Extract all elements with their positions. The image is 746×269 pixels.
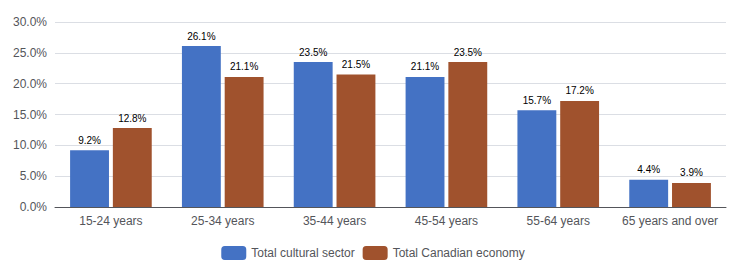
svg-text:17.2%: 17.2%	[565, 85, 593, 96]
svg-text:4.4%: 4.4%	[637, 164, 660, 175]
svg-text:10.0%: 10.0%	[13, 138, 47, 152]
svg-text:15.7%: 15.7%	[523, 95, 551, 106]
svg-text:3.9%: 3.9%	[680, 167, 703, 178]
svg-text:21.1%: 21.1%	[230, 61, 258, 72]
svg-text:23.5%: 23.5%	[454, 47, 482, 58]
svg-text:12.8%: 12.8%	[118, 113, 146, 124]
svg-text:25.0%: 25.0%	[13, 46, 47, 60]
svg-text:5.0%: 5.0%	[20, 169, 48, 183]
svg-text:9.2%: 9.2%	[78, 135, 101, 146]
svg-text:0.0%: 0.0%	[20, 200, 48, 214]
svg-text:21.1%: 21.1%	[411, 61, 439, 72]
svg-text:45-54 years: 45-54 years	[415, 214, 478, 228]
svg-text:21.5%: 21.5%	[342, 59, 370, 70]
svg-text:15.0%: 15.0%	[13, 108, 47, 122]
svg-text:26.1%: 26.1%	[187, 31, 215, 42]
svg-text:65 years and over: 65 years and over	[622, 214, 718, 228]
svg-text:35-44 years: 35-44 years	[303, 214, 366, 228]
svg-text:55-64 years: 55-64 years	[527, 214, 590, 228]
svg-text:Total Canadian economy: Total Canadian economy	[393, 246, 525, 260]
svg-text:Total cultural sector: Total cultural sector	[251, 246, 354, 260]
svg-text:23.5%: 23.5%	[299, 47, 327, 58]
svg-text:15-24 years: 15-24 years	[79, 214, 142, 228]
svg-text:25-34 years: 25-34 years	[191, 214, 254, 228]
svg-text:30.0%: 30.0%	[13, 15, 47, 29]
svg-text:20.0%: 20.0%	[13, 77, 47, 91]
